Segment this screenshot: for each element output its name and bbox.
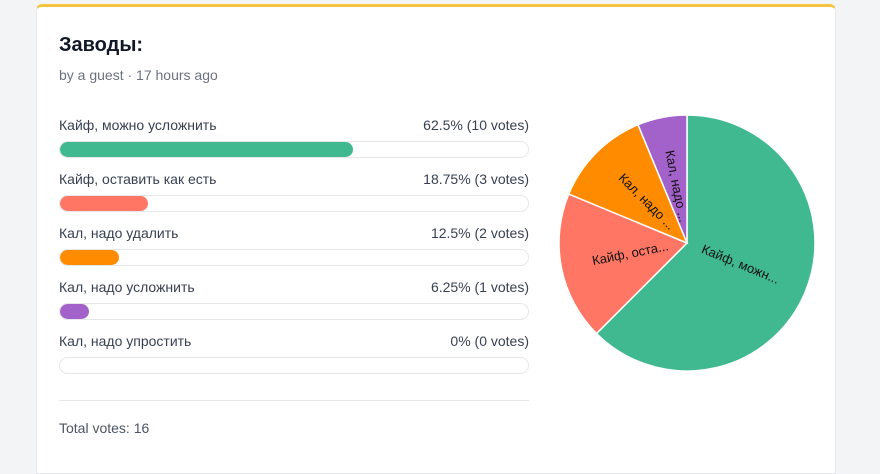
pie-slice: [637, 114, 688, 244]
option-label: Кал, надо удалить: [59, 225, 179, 241]
pie-slice: [595, 114, 816, 372]
poll-title: Заводы:: [59, 34, 144, 56]
option-progress-fill: [60, 250, 119, 265]
pie-slice: [558, 193, 689, 335]
option-result: 18.75% (3 votes): [423, 171, 529, 187]
pie-slice: [567, 123, 689, 245]
option-label: Кайф, оставить как есть: [59, 171, 217, 187]
option-progress-track: [59, 195, 529, 212]
option-progress-fill: [60, 304, 90, 319]
option-progress-track: [59, 249, 529, 266]
option-progress-track: [59, 303, 529, 320]
poll-option: Кайф, можно усложнить 62.5% (10 votes): [59, 114, 529, 168]
poll-option: Кайф, оставить как есть 18.75% (3 votes): [59, 168, 529, 222]
poll-results-card: Заводы: by a guest · 17 hours ago Кайф, …: [36, 4, 836, 474]
poll-option: Кал, надо удалить 12.5% (2 votes): [59, 222, 529, 276]
option-progress-fill: [60, 196, 148, 211]
total-votes: Total votes: 16: [59, 420, 150, 436]
divider: [59, 400, 529, 401]
option-result: 0% (0 votes): [450, 333, 529, 349]
option-progress-track: [59, 357, 529, 374]
option-result: 12.5% (2 votes): [430, 225, 529, 241]
option-progress-track: [59, 141, 529, 158]
poll-option: Кал, надо упростить 0% (0 votes): [59, 330, 529, 384]
option-result: 6.25% (1 votes): [430, 279, 529, 295]
option-result: 62.5% (10 votes): [423, 117, 529, 133]
option-label: Кайф, можно усложнить: [59, 117, 217, 133]
poll-options: Кайф, можно усложнить 62.5% (10 votes) К…: [59, 114, 529, 384]
poll-meta: by a guest · 17 hours ago: [59, 67, 218, 83]
poll-option: Кал, надо усложнить 6.25% (1 votes): [59, 276, 529, 330]
option-label: Кал, надо усложнить: [59, 279, 195, 295]
option-label: Кал, надо упростить: [59, 333, 192, 349]
results-pie-chart: Кайф, можн...Кайф, оста...Кал, надо ...К…: [558, 114, 816, 372]
option-progress-fill: [60, 142, 353, 157]
